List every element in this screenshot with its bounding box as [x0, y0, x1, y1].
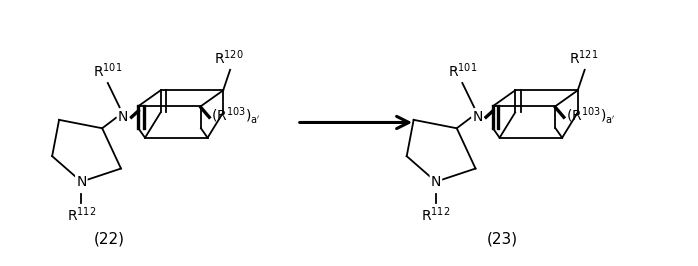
Text: $\mathregular{R}^{112}$: $\mathregular{R}^{112}$ [67, 205, 96, 224]
Text: $\mathregular{R}^{120}$: $\mathregular{R}^{120}$ [214, 49, 244, 67]
Text: (23): (23) [487, 231, 517, 246]
Text: N: N [431, 175, 441, 189]
Text: $(\mathregular{R}^{103})_{\mathregular{a}^{\prime}}$: $(\mathregular{R}^{103})_{\mathregular{a… [566, 105, 616, 126]
Text: $\mathregular{R}^{112}$: $\mathregular{R}^{112}$ [421, 205, 451, 224]
Text: N: N [76, 175, 87, 189]
Text: $\mathregular{R}^{101}$: $\mathregular{R}^{101}$ [93, 62, 122, 80]
Text: $(\mathregular{R}^{103})_{\mathregular{a}^{\prime}}$: $(\mathregular{R}^{103})_{\mathregular{a… [211, 105, 261, 126]
Text: $\mathregular{R}^{121}$: $\mathregular{R}^{121}$ [569, 49, 598, 67]
Text: (22): (22) [94, 231, 125, 246]
Text: N: N [473, 110, 483, 124]
Text: N: N [118, 110, 128, 124]
Text: $\mathregular{R}^{101}$: $\mathregular{R}^{101}$ [447, 62, 477, 80]
